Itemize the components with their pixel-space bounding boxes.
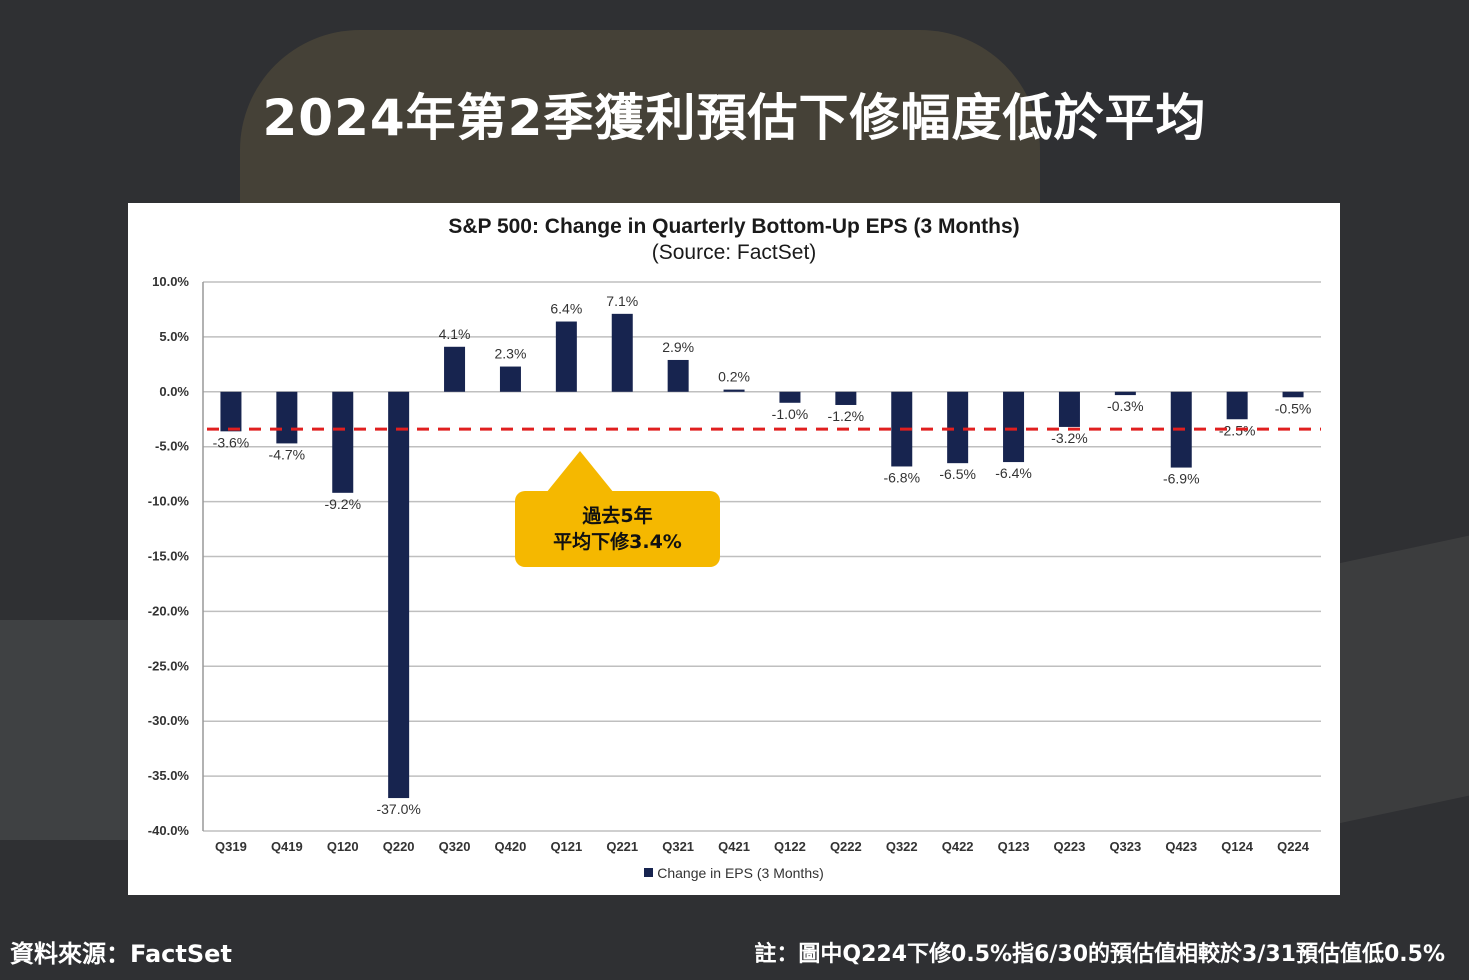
- data-label: -6.8%: [883, 469, 920, 485]
- y-tick-label: -40.0%: [148, 823, 190, 838]
- x-tick-label: Q224: [1277, 839, 1310, 854]
- y-tick-label: -30.0%: [148, 713, 190, 728]
- data-label: -3.2%: [1051, 430, 1088, 446]
- x-tick-label: Q419: [271, 839, 303, 854]
- data-label: -37.0%: [376, 801, 420, 817]
- bar: [1282, 391, 1304, 398]
- data-label: -4.7%: [269, 446, 306, 462]
- bar: [611, 313, 633, 392]
- bar: [947, 391, 969, 464]
- bar: [276, 391, 298, 444]
- x-tick-label: Q120: [327, 839, 359, 854]
- bar: [779, 391, 801, 403]
- bar: [723, 389, 745, 392]
- bar: [555, 321, 577, 392]
- x-tick-label: Q323: [1109, 839, 1141, 854]
- bar-chart: 10.0% 5.0% 0.0% -5.0% -10.0% -15.0% -20.0% -25.…: [148, 274, 1321, 854]
- chart-subtitle: (Source: FactSet): [651, 241, 817, 264]
- callout-line-2: 平均下修3.4%: [553, 531, 682, 553]
- y-tick-label: 0.0%: [159, 384, 189, 399]
- average-callout: 過去5年 平均下修3.4%: [515, 491, 720, 567]
- x-tick-label: Q422: [942, 839, 974, 854]
- legend: Change in EPS (3 Months): [128, 865, 1340, 881]
- bar: [1003, 391, 1025, 463]
- data-label: 2.3%: [494, 346, 526, 362]
- legend-label: Change in EPS (3 Months): [657, 865, 824, 881]
- data-label: -9.2%: [324, 496, 361, 512]
- x-tick-label: Q222: [830, 839, 862, 854]
- data-label: -6.9%: [1163, 471, 1200, 487]
- y-tick-label: -10.0%: [148, 494, 190, 509]
- y-tick-label: -15.0%: [148, 549, 190, 564]
- bar: [1114, 391, 1136, 396]
- y-tick-label: -35.0%: [148, 768, 190, 783]
- footnote: 註：圖中Q224下修0.5%指6/30的預估值相較於3/31預估值低0.5%: [754, 942, 1445, 967]
- x-tick-label: Q322: [886, 839, 918, 854]
- callout-pointer: [546, 451, 614, 493]
- x-tick-label: Q319: [215, 839, 247, 854]
- data-label: 6.4%: [550, 301, 582, 317]
- source-note: 資料來源：FactSet: [10, 940, 232, 968]
- headline: 2024年第2季獲利預估下修幅度低於平均: [262, 89, 1207, 147]
- y-tick-label: 5.0%: [159, 329, 189, 344]
- data-label: -6.5%: [939, 466, 976, 482]
- x-tick-label: Q220: [383, 839, 415, 854]
- y-tick-label: -25.0%: [148, 658, 190, 673]
- chart-panel: S&P 500: Change in Quarterly Bottom-Up E…: [128, 203, 1340, 895]
- bar: [220, 391, 242, 432]
- bar: [499, 366, 521, 392]
- background-shape: [0, 620, 130, 840]
- x-tick-label: Q122: [774, 839, 806, 854]
- bar: [388, 391, 410, 799]
- bar: [667, 359, 689, 392]
- x-tick-label: Q223: [1054, 839, 1086, 854]
- legend-swatch: [644, 868, 654, 877]
- y-tick-label: -20.0%: [148, 603, 190, 618]
- x-tick-label: Q221: [606, 839, 638, 854]
- bar: [332, 391, 354, 493]
- data-label: -0.3%: [1107, 398, 1144, 414]
- bar: [444, 346, 466, 392]
- bar: [1226, 391, 1248, 420]
- data-label: 7.1%: [606, 293, 638, 309]
- x-tick-label: Q321: [662, 839, 694, 854]
- data-label: 0.2%: [718, 369, 750, 385]
- data-label: -6.4%: [995, 465, 1032, 481]
- y-tick-label: 10.0%: [152, 274, 189, 289]
- x-tick-label: Q123: [998, 839, 1030, 854]
- chart-title: S&P 500: Change in Quarterly Bottom-Up E…: [448, 215, 1020, 238]
- x-tick-label: Q124: [1221, 839, 1254, 854]
- x-tick-label: Q423: [1165, 839, 1197, 854]
- y-tick-label: -5.0%: [155, 439, 189, 454]
- x-tick-label: Q320: [439, 839, 471, 854]
- data-label: -3.6%: [213, 434, 250, 450]
- bar: [1058, 391, 1080, 427]
- callout-line-1: 過去5年: [582, 505, 653, 527]
- data-label: -1.2%: [828, 408, 865, 424]
- data-label: 4.1%: [439, 326, 471, 342]
- x-tick-label: Q421: [718, 839, 750, 854]
- data-label: -0.5%: [1275, 400, 1312, 416]
- bar: [835, 391, 857, 405]
- x-tick-label: Q420: [495, 839, 527, 854]
- x-tick-label: Q121: [550, 839, 582, 854]
- data-label: -1.0%: [772, 406, 809, 422]
- data-label: 2.9%: [662, 339, 694, 355]
